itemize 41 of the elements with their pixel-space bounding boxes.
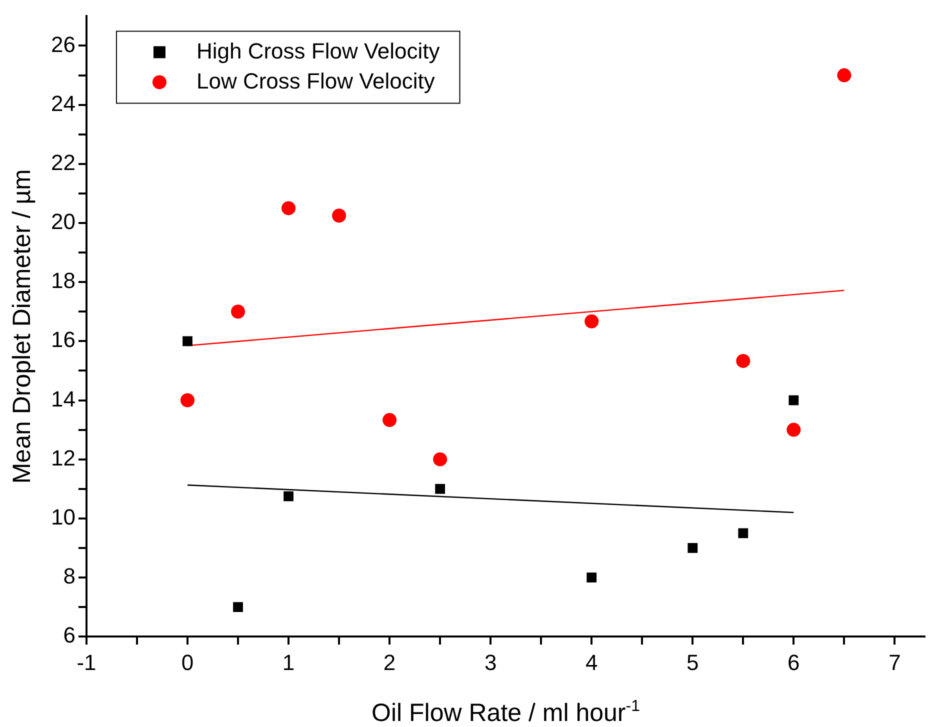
y-tick-label: 22 [50, 150, 76, 175]
legend-label: Low Cross Flow Velocity [196, 68, 435, 94]
point [788, 395, 799, 406]
point [332, 208, 346, 223]
point [738, 528, 748, 538]
point [736, 354, 750, 368]
point [382, 413, 397, 428]
point [284, 491, 294, 502]
x-tick-label: 3 [484, 650, 497, 675]
x-tick-label: 6 [788, 650, 800, 675]
point [233, 602, 243, 612]
point [584, 314, 599, 328]
y-tick-label: 8 [63, 564, 76, 589]
y-tick-label: 26 [50, 32, 76, 57]
x-tick-label: 2 [383, 650, 396, 675]
y-tick-label: 12 [50, 445, 76, 470]
x-tick-label: -1 [76, 650, 96, 675]
point [688, 543, 698, 553]
point [182, 336, 192, 346]
point [586, 572, 597, 582]
point [786, 422, 801, 437]
legend-label: High Cross Flow Velocity [196, 38, 440, 64]
point [231, 304, 246, 319]
y-tick-label: 24 [50, 90, 76, 116]
x-tick-label: 4 [585, 650, 598, 675]
y-tick-label: 16 [50, 327, 76, 352]
point [180, 393, 194, 408]
x-tick-label: 5 [686, 650, 699, 675]
point [435, 484, 446, 494]
y-tick-label: 14 [50, 386, 76, 412]
point [433, 452, 448, 466]
x-tick-label: 7 [888, 650, 901, 675]
y-tick-label: 18 [50, 268, 76, 294]
x-tick-label: 1 [282, 650, 295, 675]
x-tick-label: 0 [181, 650, 194, 675]
point [282, 201, 296, 216]
y-tick-label: 6 [63, 622, 76, 648]
y-axis-title: Mean Droplet Diameter / µm [8, 169, 36, 484]
point [837, 68, 852, 82]
y-tick-label: 20 [50, 209, 76, 234]
y-tick-label: 10 [50, 504, 76, 530]
